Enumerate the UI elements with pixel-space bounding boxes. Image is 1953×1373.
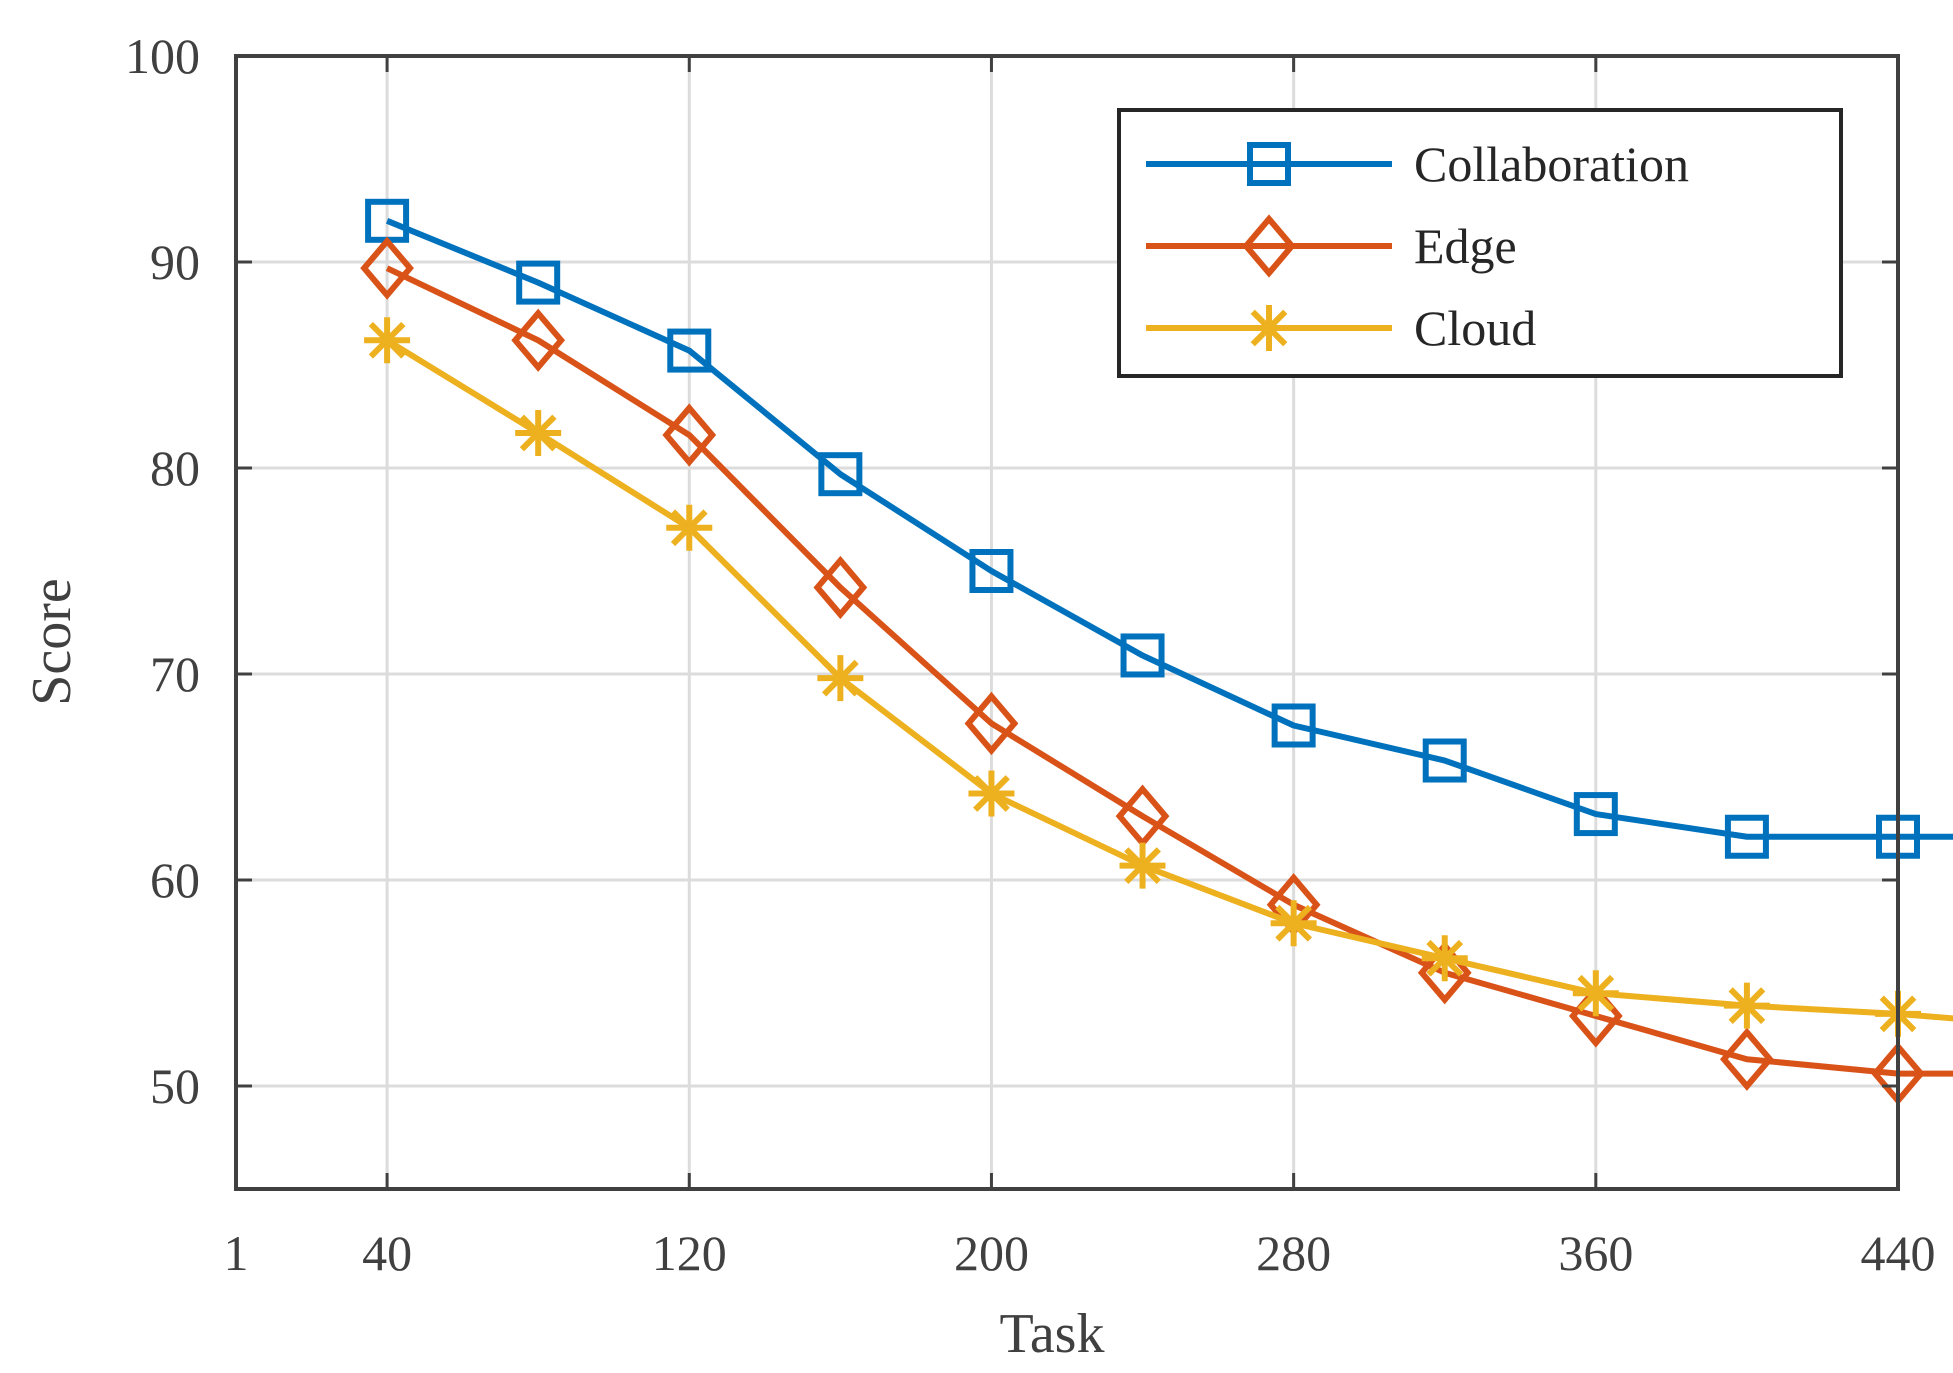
data-point-collaboration — [1120, 633, 1165, 678]
data-point-cloud — [968, 770, 1015, 817]
data-point-collaboration — [1724, 814, 1769, 859]
data-point-cloud — [1421, 935, 1468, 982]
data-point-collaboration — [516, 260, 561, 305]
legend-label: Collaboration — [1414, 136, 1689, 192]
y-tick-label: 70 — [150, 646, 200, 702]
data-point-edge — [360, 236, 414, 300]
plot-frame — [234, 54, 1900, 1191]
y-axis-label: Score — [21, 578, 83, 706]
data-point-collaboration — [1422, 738, 1467, 783]
y-tick-label: 60 — [150, 852, 200, 908]
data-point-cloud — [515, 409, 562, 456]
legend-entry-collaboration: Collaboration — [1146, 136, 1689, 192]
data-point-edge — [662, 403, 717, 467]
data-point-edge — [813, 555, 868, 620]
legend-label: Edge — [1414, 218, 1517, 274]
x-tick-label: 1 — [224, 1225, 249, 1281]
data-point-cloud — [1119, 842, 1166, 889]
legend-entry-cloud: Cloud — [1146, 300, 1536, 356]
y-tick-label: 50 — [150, 1058, 200, 1114]
series-collaboration — [365, 198, 1953, 859]
y-tick-label: 100 — [125, 28, 200, 84]
legend: Collaboration Edge Cloud — [1117, 108, 1843, 378]
series-layer — [360, 198, 1953, 1106]
data-point-edge — [964, 691, 1019, 756]
data-point-collaboration — [969, 549, 1014, 593]
x-tick-label: 200 — [954, 1225, 1029, 1281]
data-point-collaboration — [1271, 703, 1316, 748]
data-point-cloud — [1270, 900, 1317, 947]
data-point-cloud — [1572, 970, 1619, 1017]
legend-marker — [1246, 305, 1292, 351]
x-axis-tick-labels: 1 40 120 200 280 360 440 — [224, 1225, 1936, 1281]
data-point-collaboration — [667, 328, 712, 373]
y-axis-tick-labels: 50 60 70 80 90 100 — [125, 28, 200, 1114]
data-point-collaboration — [1573, 792, 1618, 837]
data-point-cloud — [1723, 982, 1770, 1029]
series-cloud — [364, 317, 1953, 1037]
x-tick-label: 120 — [652, 1225, 727, 1281]
series-line-cloud — [385, 337, 1953, 1022]
y-tick-label: 90 — [150, 234, 200, 290]
data-point-cloud — [364, 317, 411, 364]
y-tick-label: 80 — [150, 440, 200, 496]
x-tick-label: 40 — [362, 1225, 412, 1281]
data-point-cloud — [817, 655, 864, 702]
series-line-edge — [385, 265, 1953, 1077]
x-axis-label: Task — [1000, 1303, 1105, 1365]
legend-marker — [1242, 214, 1296, 278]
x-tick-label: 360 — [1558, 1225, 1633, 1281]
x-tick-label: 280 — [1256, 1225, 1331, 1281]
legend-label: Cloud — [1414, 300, 1536, 356]
legend-marker — [1247, 142, 1291, 186]
data-point-edge — [1720, 1027, 1774, 1091]
data-point-collaboration — [818, 452, 863, 497]
data-point-edge — [511, 308, 566, 372]
data-point-cloud — [666, 504, 713, 551]
x-tick-label: 440 — [1861, 1225, 1936, 1281]
tick-marks — [234, 54, 1900, 1189]
legend-entry-edge: Edge — [1146, 214, 1517, 278]
series-line-collaboration — [385, 218, 1953, 840]
